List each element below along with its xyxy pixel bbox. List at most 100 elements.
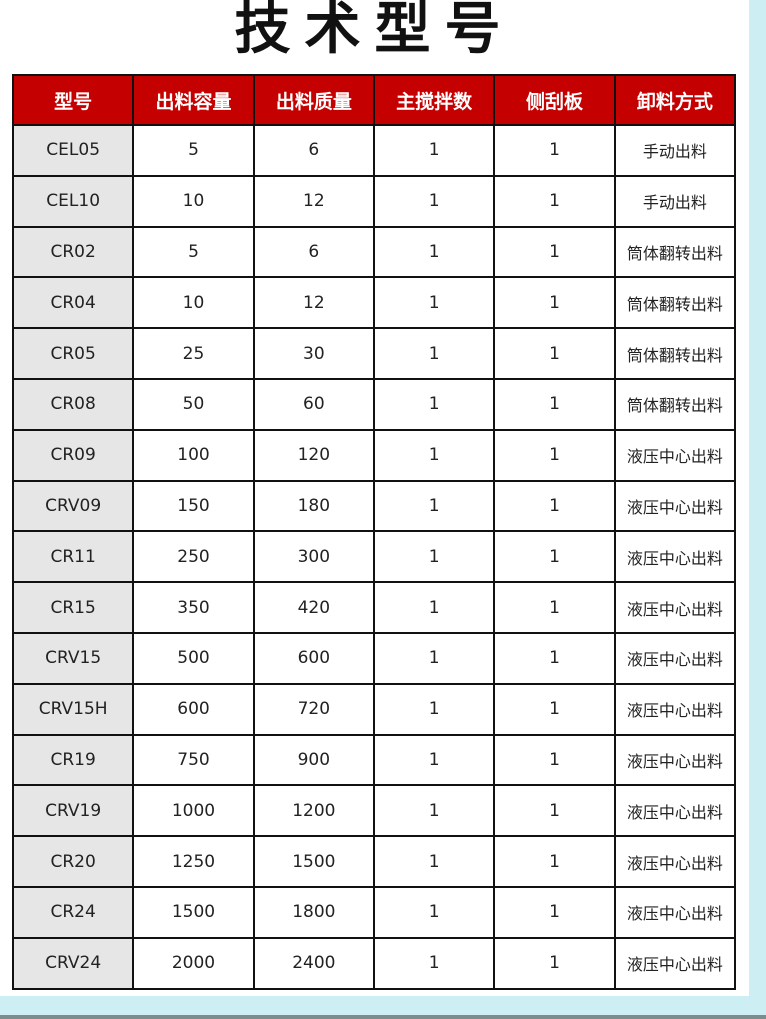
- table-row: CR15 350 420 1 1 液压中心出料: [11, 581, 737, 634]
- table-cell: 1250: [132, 835, 255, 888]
- table-cell: 1: [372, 530, 496, 584]
- table-cell: 420: [252, 581, 375, 634]
- table-cell: 100: [132, 428, 255, 482]
- table-cell: CR04: [11, 276, 135, 330]
- table-cell: CRV15H: [11, 682, 135, 736]
- table-cell: 液压中心出料: [613, 530, 737, 584]
- table-cell: CR19: [11, 733, 135, 787]
- page-title: 技术型号: [234, 0, 515, 62]
- table-cell: 1500: [252, 835, 375, 888]
- table-cell: 筒体翻转出料: [613, 327, 737, 380]
- table-cell: 1: [493, 835, 616, 888]
- table-row: CR05 25 30 1 1 筒体翻转出料: [11, 327, 737, 380]
- table-cell: CEL10: [11, 174, 135, 228]
- table-row: CR11 250 300 1 1 液压中心出料: [11, 530, 737, 584]
- table-cell: 12: [252, 276, 375, 330]
- table-row: CR09 100 120 1 1 液压中心出料: [11, 428, 737, 482]
- table-cell: 6: [252, 225, 375, 279]
- table-cell: 250: [132, 530, 255, 584]
- column-header: 卸料方式: [613, 74, 737, 126]
- table-cell: 1: [372, 733, 496, 787]
- table-cell: 1: [493, 225, 616, 279]
- table-cell: 10: [132, 174, 255, 228]
- table-cell: 1: [372, 885, 496, 939]
- table-cell: CR24: [11, 885, 135, 939]
- table-cell: 1: [493, 936, 616, 990]
- table-cell: 1: [493, 428, 616, 482]
- table-cell: 1800: [252, 885, 375, 939]
- table-cell: 1: [493, 631, 616, 685]
- column-header: 型号: [11, 74, 135, 126]
- table-cell: 750: [132, 733, 255, 787]
- table-cell: 筒体翻转出料: [613, 276, 737, 330]
- table-row: CEL10 10 12 1 1 手动出料: [11, 174, 737, 228]
- table-cell: 1000: [132, 784, 255, 838]
- table-cell: 5: [132, 225, 255, 279]
- column-header: 主搅拌数: [372, 74, 496, 126]
- table-cell: CR08: [11, 377, 135, 431]
- column-header: 出料质量: [252, 74, 375, 126]
- table-row: CR19 750 900 1 1 液压中心出料: [11, 733, 737, 787]
- table-row: CRV24 2000 2400 1 1 液压中心出料: [11, 936, 737, 990]
- table-row: CR02 5 6 1 1 筒体翻转出料: [11, 225, 737, 279]
- table-row: CR04 10 12 1 1 筒体翻转出料: [11, 276, 737, 330]
- table-cell: 720: [252, 682, 375, 736]
- table-cell: 6: [252, 124, 375, 177]
- table-cell: 10: [132, 276, 255, 330]
- table-cell: 1500: [132, 885, 255, 939]
- table-cell: 1: [372, 631, 496, 685]
- header-row: 型号 出料容量 出料质量 主搅拌数 侧刮板 卸料方式: [11, 74, 737, 126]
- table-cell: CR05: [11, 327, 135, 380]
- table-cell: 1: [493, 581, 616, 634]
- table-cell: 1: [372, 377, 496, 431]
- table-cell: 900: [252, 733, 375, 787]
- table-cell: 1: [372, 327, 496, 380]
- table-cell: 1: [493, 327, 616, 380]
- table-cell: 筒体翻转出料: [613, 225, 737, 279]
- table-cell: 50: [132, 377, 255, 431]
- table-cell: 液压中心出料: [613, 631, 737, 685]
- spec-table: 型号 出料容量 出料质量 主搅拌数 侧刮板 卸料方式 CEL05 5 6 1 1 手动出料 CEL10…: [11, 74, 737, 990]
- table-cell: 液压中心出料: [613, 428, 737, 482]
- table-cell: 2400: [252, 936, 375, 990]
- table-cell: 1200: [252, 784, 375, 838]
- table-cell: 液压中心出料: [613, 682, 737, 736]
- table-row: CR24 1500 1800 1 1 液压中心出料: [11, 885, 737, 939]
- table-cell: 180: [252, 479, 375, 533]
- table-row: CEL05 5 6 1 1 手动出料: [11, 124, 737, 177]
- table-cell: CR15: [11, 581, 135, 634]
- table-cell: 液压中心出料: [613, 581, 737, 634]
- table-row: CRV19 1000 1200 1 1 液压中心出料: [11, 784, 737, 838]
- table-cell: 手动出料: [613, 174, 737, 228]
- table-cell: 1: [493, 885, 616, 939]
- table-row: CRV09 150 180 1 1 液压中心出料: [11, 479, 737, 533]
- table-cell: 1: [493, 276, 616, 330]
- table-cell: CR20: [11, 835, 135, 888]
- table-cell: 筒体翻转出料: [613, 377, 737, 431]
- table-cell: CRV15: [11, 631, 135, 685]
- table-cell: 1: [493, 784, 616, 838]
- table-cell: 1: [372, 225, 496, 279]
- column-header: 侧刮板: [493, 74, 616, 126]
- table-cell: 1: [372, 124, 496, 177]
- table-cell: 液压中心出料: [613, 936, 737, 990]
- table-cell: CR09: [11, 428, 135, 482]
- table-cell: 30: [252, 327, 375, 380]
- table-cell: 液压中心出料: [613, 479, 737, 533]
- table-cell: 液压中心出料: [613, 885, 737, 939]
- table-row: CRV15H 600 720 1 1 液压中心出料: [11, 682, 737, 736]
- table-cell: 1: [372, 479, 496, 533]
- table-cell: CR11: [11, 530, 135, 584]
- table-cell: 1: [493, 682, 616, 736]
- table-cell: 1: [372, 835, 496, 888]
- table-cell: 1: [372, 428, 496, 482]
- table-cell: 12: [252, 174, 375, 228]
- table-cell: 5: [132, 124, 255, 177]
- table-cell: 1: [372, 784, 496, 838]
- table-cell: CRV19: [11, 784, 135, 838]
- table-cell: 300: [252, 530, 375, 584]
- table-cell: 1: [372, 936, 496, 990]
- table-cell: CR02: [11, 225, 135, 279]
- table-cell: 120: [252, 428, 375, 482]
- table-cell: 350: [132, 581, 255, 634]
